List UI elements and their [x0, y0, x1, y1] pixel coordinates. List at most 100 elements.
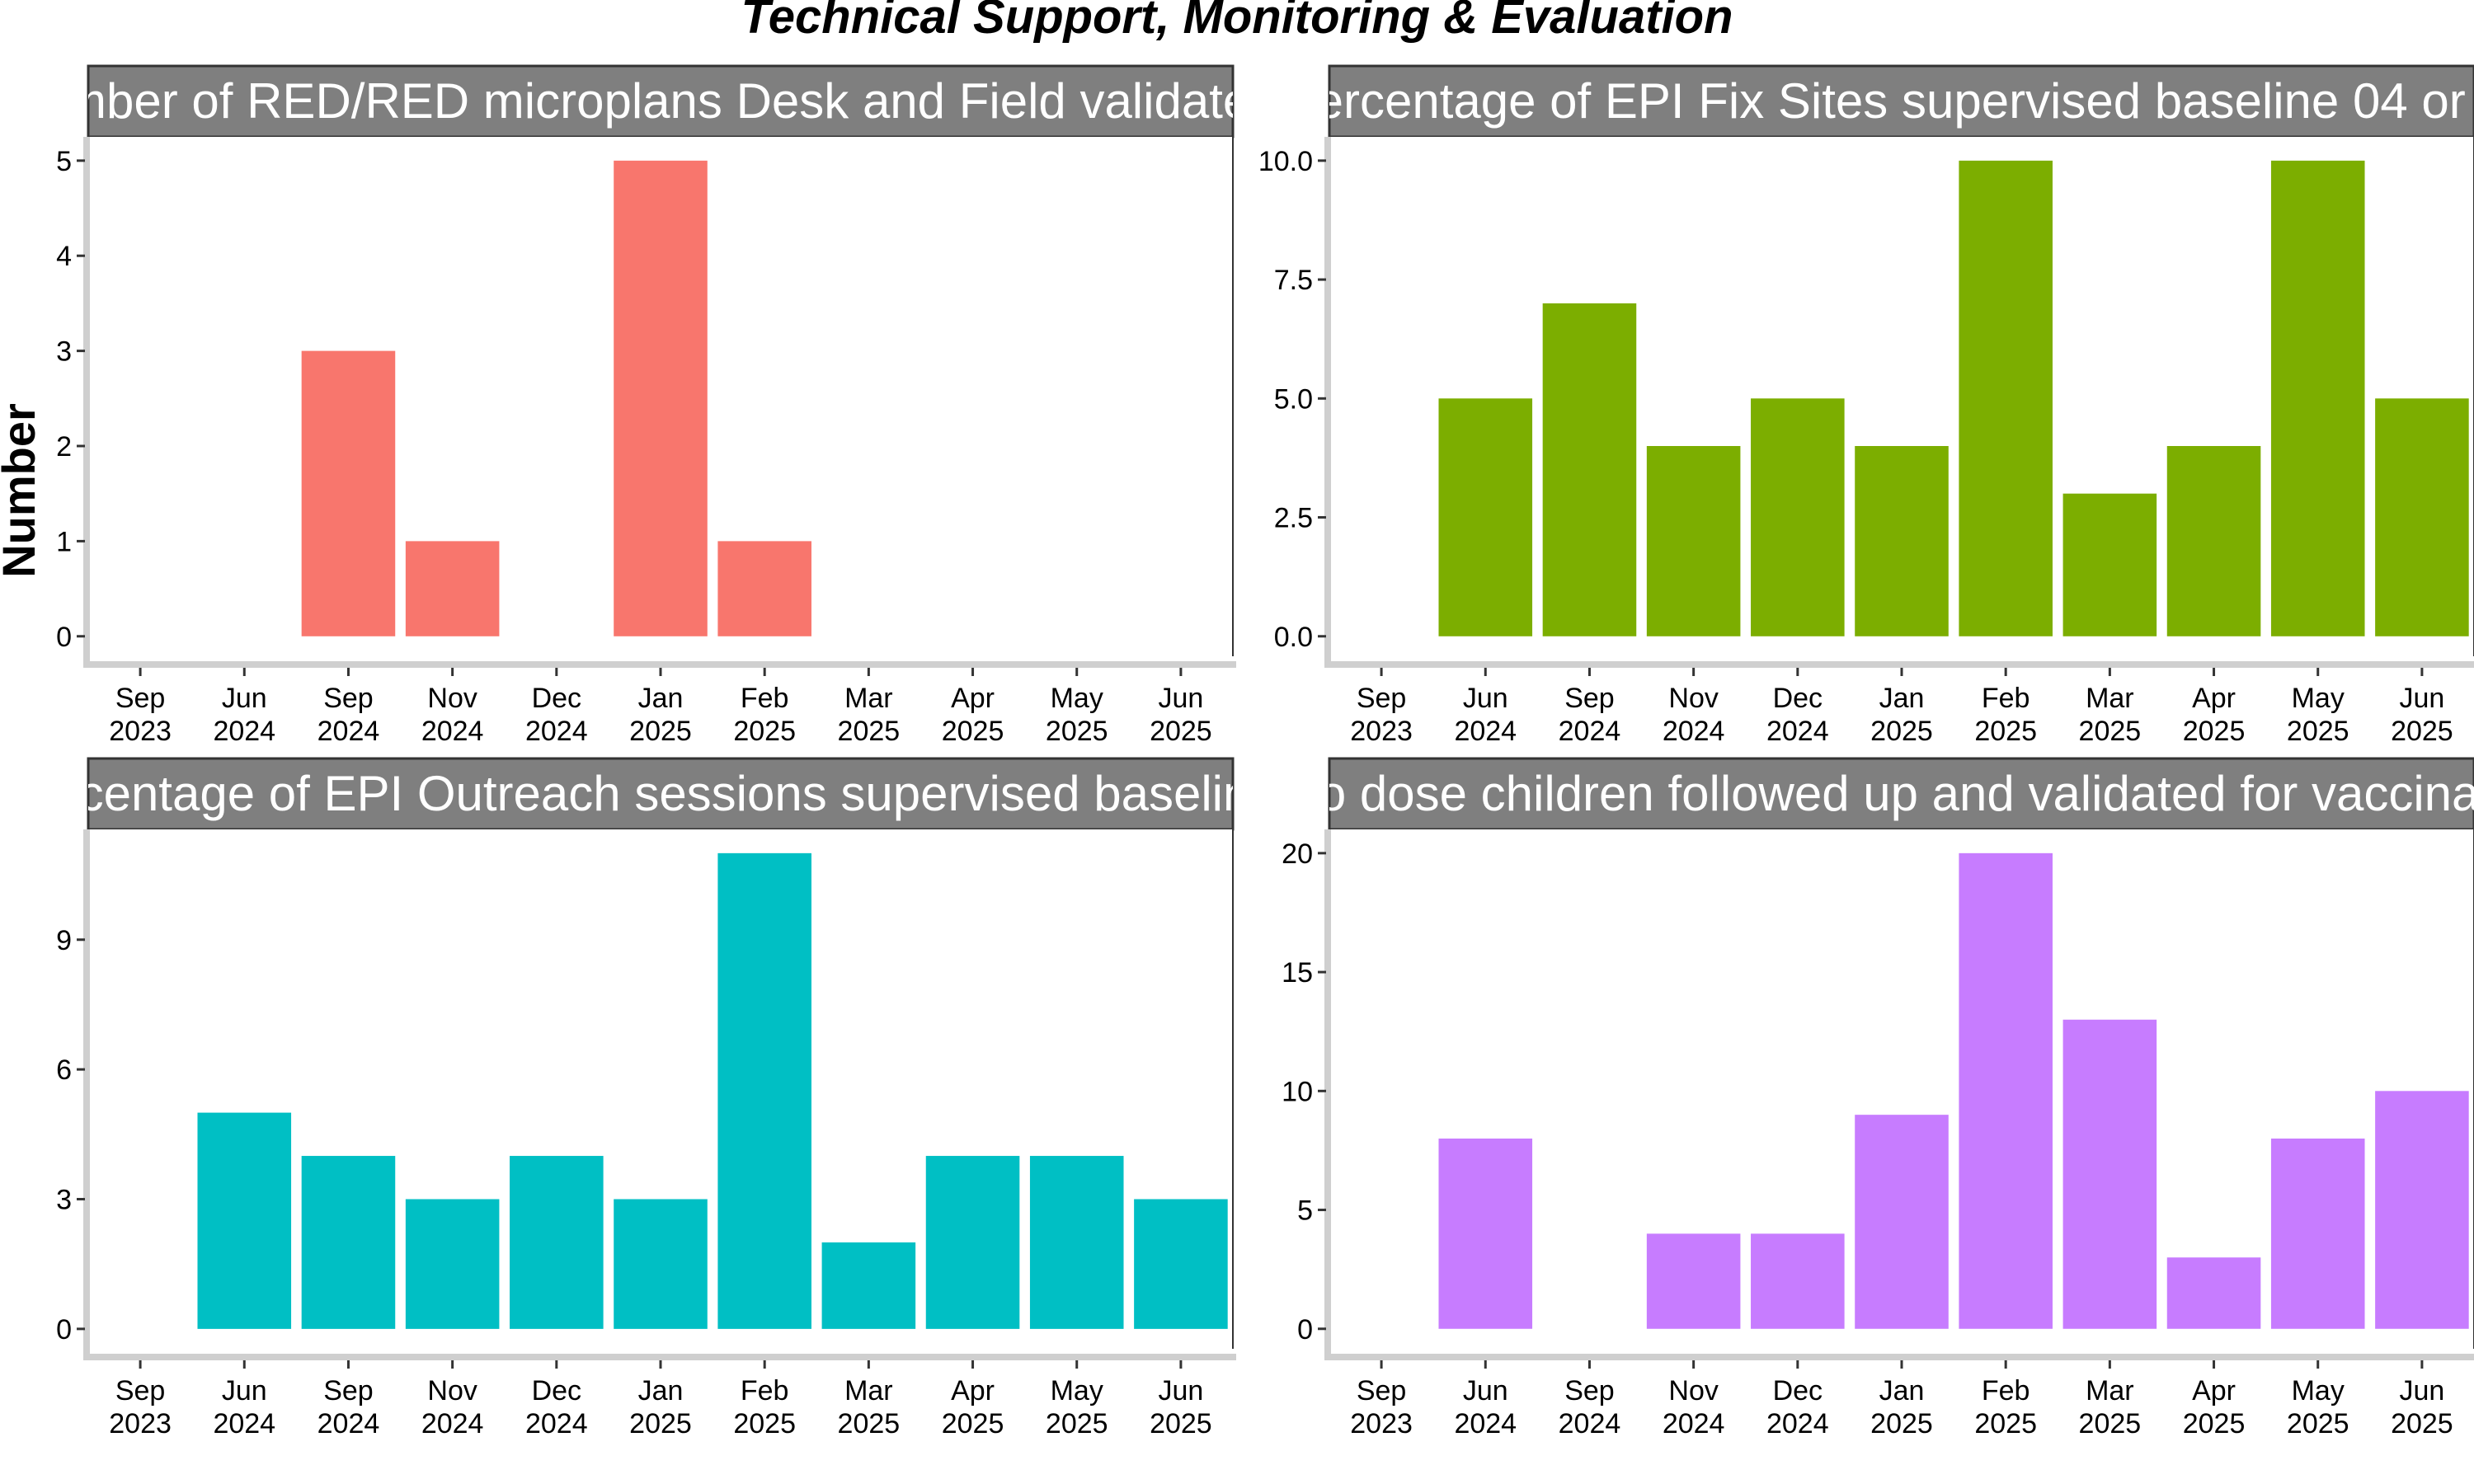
x-tick-label: Jan 2025: [629, 1375, 692, 1439]
x-tick-label: Sep 2024: [1559, 1375, 1621, 1439]
x-tick-label: Mar 2025: [2079, 1375, 2142, 1439]
y-tick-label: 0.0: [1274, 622, 1313, 653]
x-tick-label: Jan 2025: [1870, 1375, 1933, 1439]
y-tick-label: 15: [1282, 957, 1313, 989]
x-tick-label: Sep 2023: [1350, 1375, 1413, 1439]
x-tick-label: Sep 2024: [317, 1375, 380, 1439]
chart-panel: Number of RED/RED microplans Desk and Fi…: [2, 64, 1319, 747]
x-tick-label: Nov 2024: [1663, 683, 1725, 747]
x-tick-label: Jan 2025: [629, 683, 692, 747]
bar: [1029, 1156, 1124, 1329]
chart-panel: Zero dose children followed up and valid…: [1244, 757, 2474, 1439]
bar: [2270, 1139, 2365, 1329]
chart-panel: Percentage of EPI Fix Sites supervised b…: [1258, 64, 2474, 747]
bar: [2062, 1019, 2157, 1329]
x-tick-label: Dec 2024: [525, 1375, 588, 1439]
panel-title: Percentage of EPI Outreach sessions supe…: [2, 766, 1319, 821]
x-tick-label: Nov 2024: [421, 683, 484, 747]
panel-title: Number of RED/RED microplans Desk and Fi…: [2, 73, 1319, 129]
x-tick-label: May 2025: [1046, 683, 1108, 747]
y-tick-label: 1: [56, 526, 72, 557]
bar: [717, 852, 811, 1329]
x-tick-label: Feb 2025: [733, 1375, 796, 1439]
y-tick-label: 3: [56, 336, 72, 368]
x-tick-label: May 2025: [2287, 1375, 2349, 1439]
bar: [2270, 160, 2365, 636]
y-tick-label: 10: [1282, 1076, 1313, 1107]
panel-strip: [1328, 757, 2474, 831]
bar: [1959, 852, 2053, 1329]
x-tick-label: Feb 2025: [1974, 1375, 2037, 1439]
bar: [1438, 1139, 1533, 1329]
y-tick-label: 3: [56, 1185, 72, 1216]
x-tick-label: Nov 2024: [421, 1375, 484, 1439]
x-tick-label: Nov 2024: [1663, 1375, 1725, 1439]
x-tick-label: Jun 2025: [2391, 683, 2453, 747]
bar: [1646, 446, 1741, 636]
panel-strip: [87, 64, 1235, 139]
x-tick-label: Jun 2025: [2391, 1375, 2453, 1439]
x-tick-label: Sep 2023: [109, 1375, 172, 1439]
y-tick-label: 5: [1297, 1195, 1313, 1227]
y-tick-label: 0: [56, 622, 72, 653]
bar: [1134, 1199, 1228, 1329]
x-tick-label: Apr 2025: [942, 683, 1004, 747]
x-tick-label: Sep 2023: [109, 683, 172, 747]
facet-panels: Number of RED/RED microplans Desk and Fi…: [2, 64, 2474, 1439]
x-tick-label: May 2025: [1046, 1375, 1108, 1439]
y-tick-label: 5.0: [1274, 383, 1313, 415]
bar: [1542, 303, 1637, 636]
y-tick-label: 9: [56, 925, 72, 956]
bar: [1959, 160, 2053, 636]
bar: [1438, 398, 1533, 636]
x-tick-label: Feb 2025: [733, 683, 796, 747]
bar: [1751, 398, 1845, 636]
y-tick-label: 4: [56, 241, 72, 272]
y-tick-label: 7.5: [1274, 265, 1313, 296]
bar: [614, 160, 708, 636]
x-tick-label: Jan 2025: [1870, 683, 1933, 747]
y-tick-label: 10.0: [1258, 146, 1313, 177]
y-tick-label: 2.5: [1274, 503, 1313, 534]
y-tick-label: 20: [1282, 838, 1313, 870]
bar: [1855, 446, 1949, 636]
x-tick-label: May 2025: [2287, 683, 2349, 747]
bar: [821, 1242, 916, 1329]
bar: [717, 541, 811, 636]
bar: [1855, 1115, 1949, 1329]
x-tick-label: Apr 2025: [2183, 683, 2246, 747]
x-tick-label: Jun 2024: [213, 1375, 275, 1439]
x-tick-label: Dec 2024: [1766, 683, 1829, 747]
y-tick-label: 0: [1297, 1314, 1313, 1345]
bar: [510, 1156, 604, 1329]
panel-strip: [1328, 64, 2474, 139]
x-tick-label: Mar 2025: [838, 1375, 901, 1439]
panel-title: Zero dose children followed up and valid…: [1244, 766, 2474, 821]
x-tick-label: Jun 2024: [1454, 1375, 1517, 1439]
x-tick-label: Jun 2025: [1150, 1375, 1212, 1439]
x-tick-label: Dec 2024: [1766, 1375, 1829, 1439]
panel-title: Percentage of EPI Fix Sites supervised b…: [1283, 73, 2474, 129]
x-tick-label: Mar 2025: [838, 683, 901, 747]
panel-strip: [87, 757, 1235, 831]
bar: [405, 1199, 500, 1329]
bar: [2375, 398, 2469, 636]
x-tick-label: Sep 2024: [1559, 683, 1621, 747]
y-tick-label: 5: [56, 146, 72, 177]
y-axis-label: Number: [0, 403, 45, 578]
chart-panel: Percentage of EPI Outreach sessions supe…: [2, 757, 1319, 1439]
bar: [2166, 1257, 2261, 1329]
bar: [197, 1112, 292, 1329]
y-tick-label: 0: [56, 1314, 72, 1345]
bar: [2166, 446, 2261, 636]
bar: [1751, 1233, 1845, 1329]
bar: [925, 1156, 1020, 1329]
x-tick-label: Sep 2024: [317, 683, 380, 747]
figure-title: Technical Support, Monitoring & Evaluati…: [741, 0, 1733, 44]
x-tick-label: Feb 2025: [1974, 683, 2037, 747]
bar: [2062, 493, 2157, 636]
x-tick-label: Apr 2025: [2183, 1375, 2246, 1439]
bar: [2375, 1091, 2469, 1329]
x-tick-label: Jun 2024: [213, 683, 275, 747]
x-tick-label: Mar 2025: [2079, 683, 2142, 747]
